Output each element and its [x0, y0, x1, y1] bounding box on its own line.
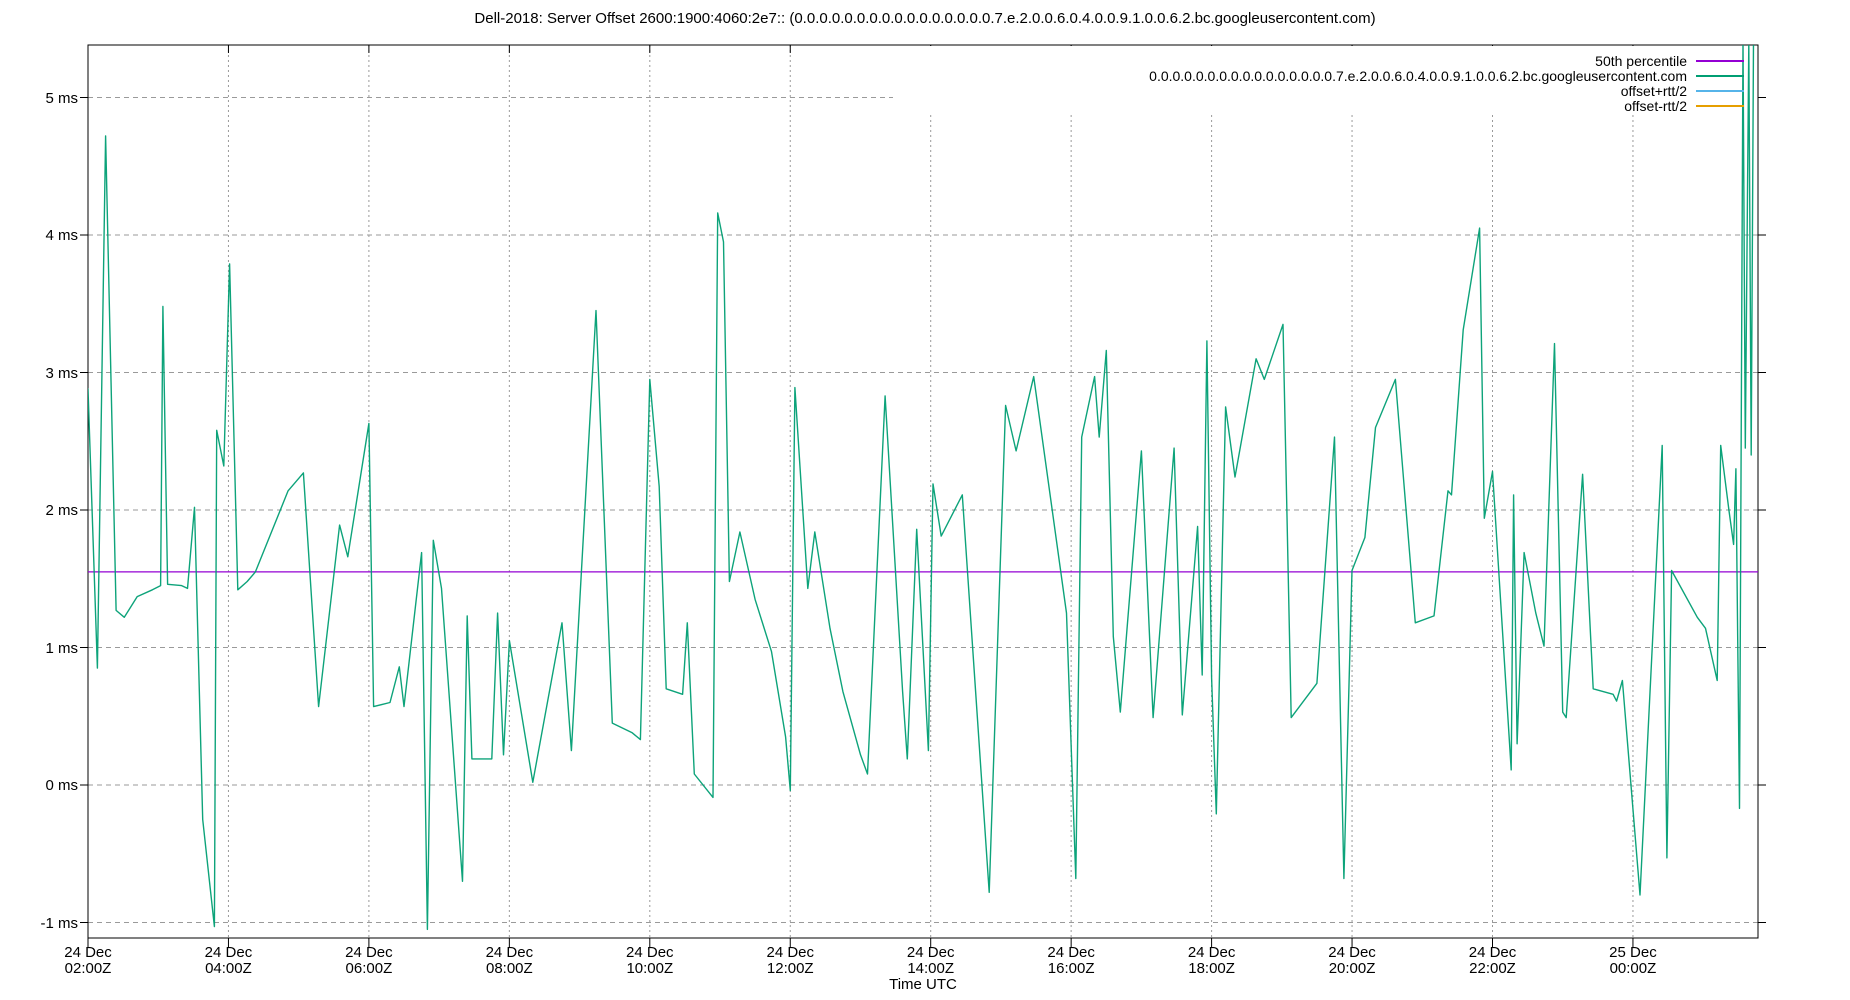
- legend-swatch-line: [1696, 59, 1744, 62]
- x-tick-label: 25 Dec 00:00Z: [1573, 945, 1693, 977]
- x-tick-time: 22:00Z: [1469, 960, 1516, 977]
- x-tick-time: 12:00Z: [766, 960, 814, 977]
- legend-row: offset+rtt/2: [1621, 83, 1744, 98]
- x-tick-time: 20:00Z: [1328, 960, 1376, 977]
- x-tick-date: 24 Dec: [1187, 944, 1236, 961]
- x-tick-label: 24 Dec 10:00Z: [590, 945, 710, 977]
- x-tick-date: 24 Dec: [906, 944, 955, 961]
- offset-series-line: [88, 45, 1755, 931]
- x-tick-label: 24 Dec 22:00Z: [1433, 945, 1553, 977]
- chart-title: Dell-2018: Server Offset 2600:1900:4060:…: [474, 10, 1376, 27]
- y-tick-label: 0 ms: [45, 777, 78, 794]
- x-tick-date: 24 Dec: [626, 944, 674, 961]
- legend-swatch-line: [1696, 104, 1744, 107]
- legend-row: offset-rtt/2: [1624, 98, 1744, 113]
- y-tick-label: 1 ms: [45, 639, 78, 657]
- legend-label: 50th percentile: [1595, 52, 1687, 69]
- x-tick-label: 24 Dec 04:00Z: [168, 945, 288, 977]
- x-tick-label: 24 Dec 18:00Z: [1152, 945, 1272, 977]
- x-tick-label: 24 Dec 16:00Z: [1011, 945, 1131, 977]
- x-tick-time: 04:00Z: [205, 960, 252, 977]
- legend-swatch-line: [1696, 89, 1744, 92]
- x-tick-date: 24 Dec: [1468, 944, 1517, 961]
- legend: 50th percentile 0.0.0.0.0.0.0.0.0.0.0.0.0…: [1149, 53, 1744, 113]
- legend-row: 0.0.0.0.0.0.0.0.0.0.0.0.0.0.0.0.7.e.2.0.…: [1149, 68, 1744, 83]
- x-tick-label: 24 Dec 14:00Z: [871, 945, 991, 977]
- x-tick-date: 24 Dec: [485, 944, 534, 961]
- y-tick-label: 2 ms: [45, 502, 78, 519]
- x-tick-time: 18:00Z: [1188, 960, 1235, 977]
- plot-border: [87, 44, 1759, 939]
- x-tick-date: 24 Dec: [64, 944, 112, 961]
- legend-key-background: [893, 46, 1749, 114]
- legend-label: 0.0.0.0.0.0.0.0.0.0.0.0.0.0.0.0.7.e.2.0.…: [1149, 67, 1687, 84]
- x-tick-date: 25 Dec: [1609, 944, 1657, 961]
- y-tick-label: 4 ms: [45, 227, 78, 244]
- x-tick-date: 24 Dec: [766, 944, 815, 961]
- y-tick-label: -1 ms: [40, 914, 79, 932]
- legend-swatch-line: [1696, 74, 1744, 77]
- x-tick-label: 24 Dec 20:00Z: [1292, 945, 1412, 977]
- x-tick-time: 00:00Z: [1609, 960, 1657, 977]
- x-tick-time: 14:00Z: [907, 960, 955, 977]
- x-tick-label: 24 Dec 06:00Z: [309, 945, 429, 977]
- x-axis-title: Time UTC: [889, 976, 957, 993]
- x-tick-time: 08:00Z: [485, 960, 533, 977]
- legend-row: 50th percentile: [1595, 53, 1744, 68]
- legend-label: offset-rtt/2: [1624, 97, 1687, 114]
- x-tick-time: 16:00Z: [1047, 960, 1095, 977]
- x-tick-label: 24 Dec 12:00Z: [730, 945, 850, 977]
- x-tick-label: 24 Dec 02:00Z: [28, 945, 148, 977]
- y-tick-label: 3 ms: [45, 364, 78, 382]
- x-tick-date: 24 Dec: [1328, 944, 1376, 961]
- x-tick-time: 10:00Z: [626, 960, 674, 977]
- y-tick-label: 5 ms: [45, 89, 78, 107]
- x-tick-time: 02:00Z: [64, 960, 112, 977]
- x-tick-time: 06:00Z: [345, 960, 393, 977]
- legend-label: offset+rtt/2: [1620, 82, 1687, 99]
- x-tick-label: 24 Dec 08:00Z: [449, 945, 569, 977]
- x-tick-date: 24 Dec: [1047, 944, 1095, 961]
- x-tick-date: 24 Dec: [204, 944, 253, 961]
- x-tick-date: 24 Dec: [345, 944, 393, 961]
